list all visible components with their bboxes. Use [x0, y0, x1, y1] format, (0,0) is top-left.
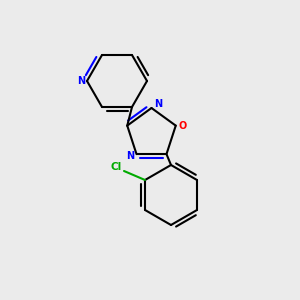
Text: N: N — [126, 151, 134, 160]
Text: Cl: Cl — [111, 162, 122, 172]
Text: N: N — [154, 99, 162, 110]
Text: O: O — [178, 121, 187, 130]
Text: N: N — [77, 76, 86, 86]
